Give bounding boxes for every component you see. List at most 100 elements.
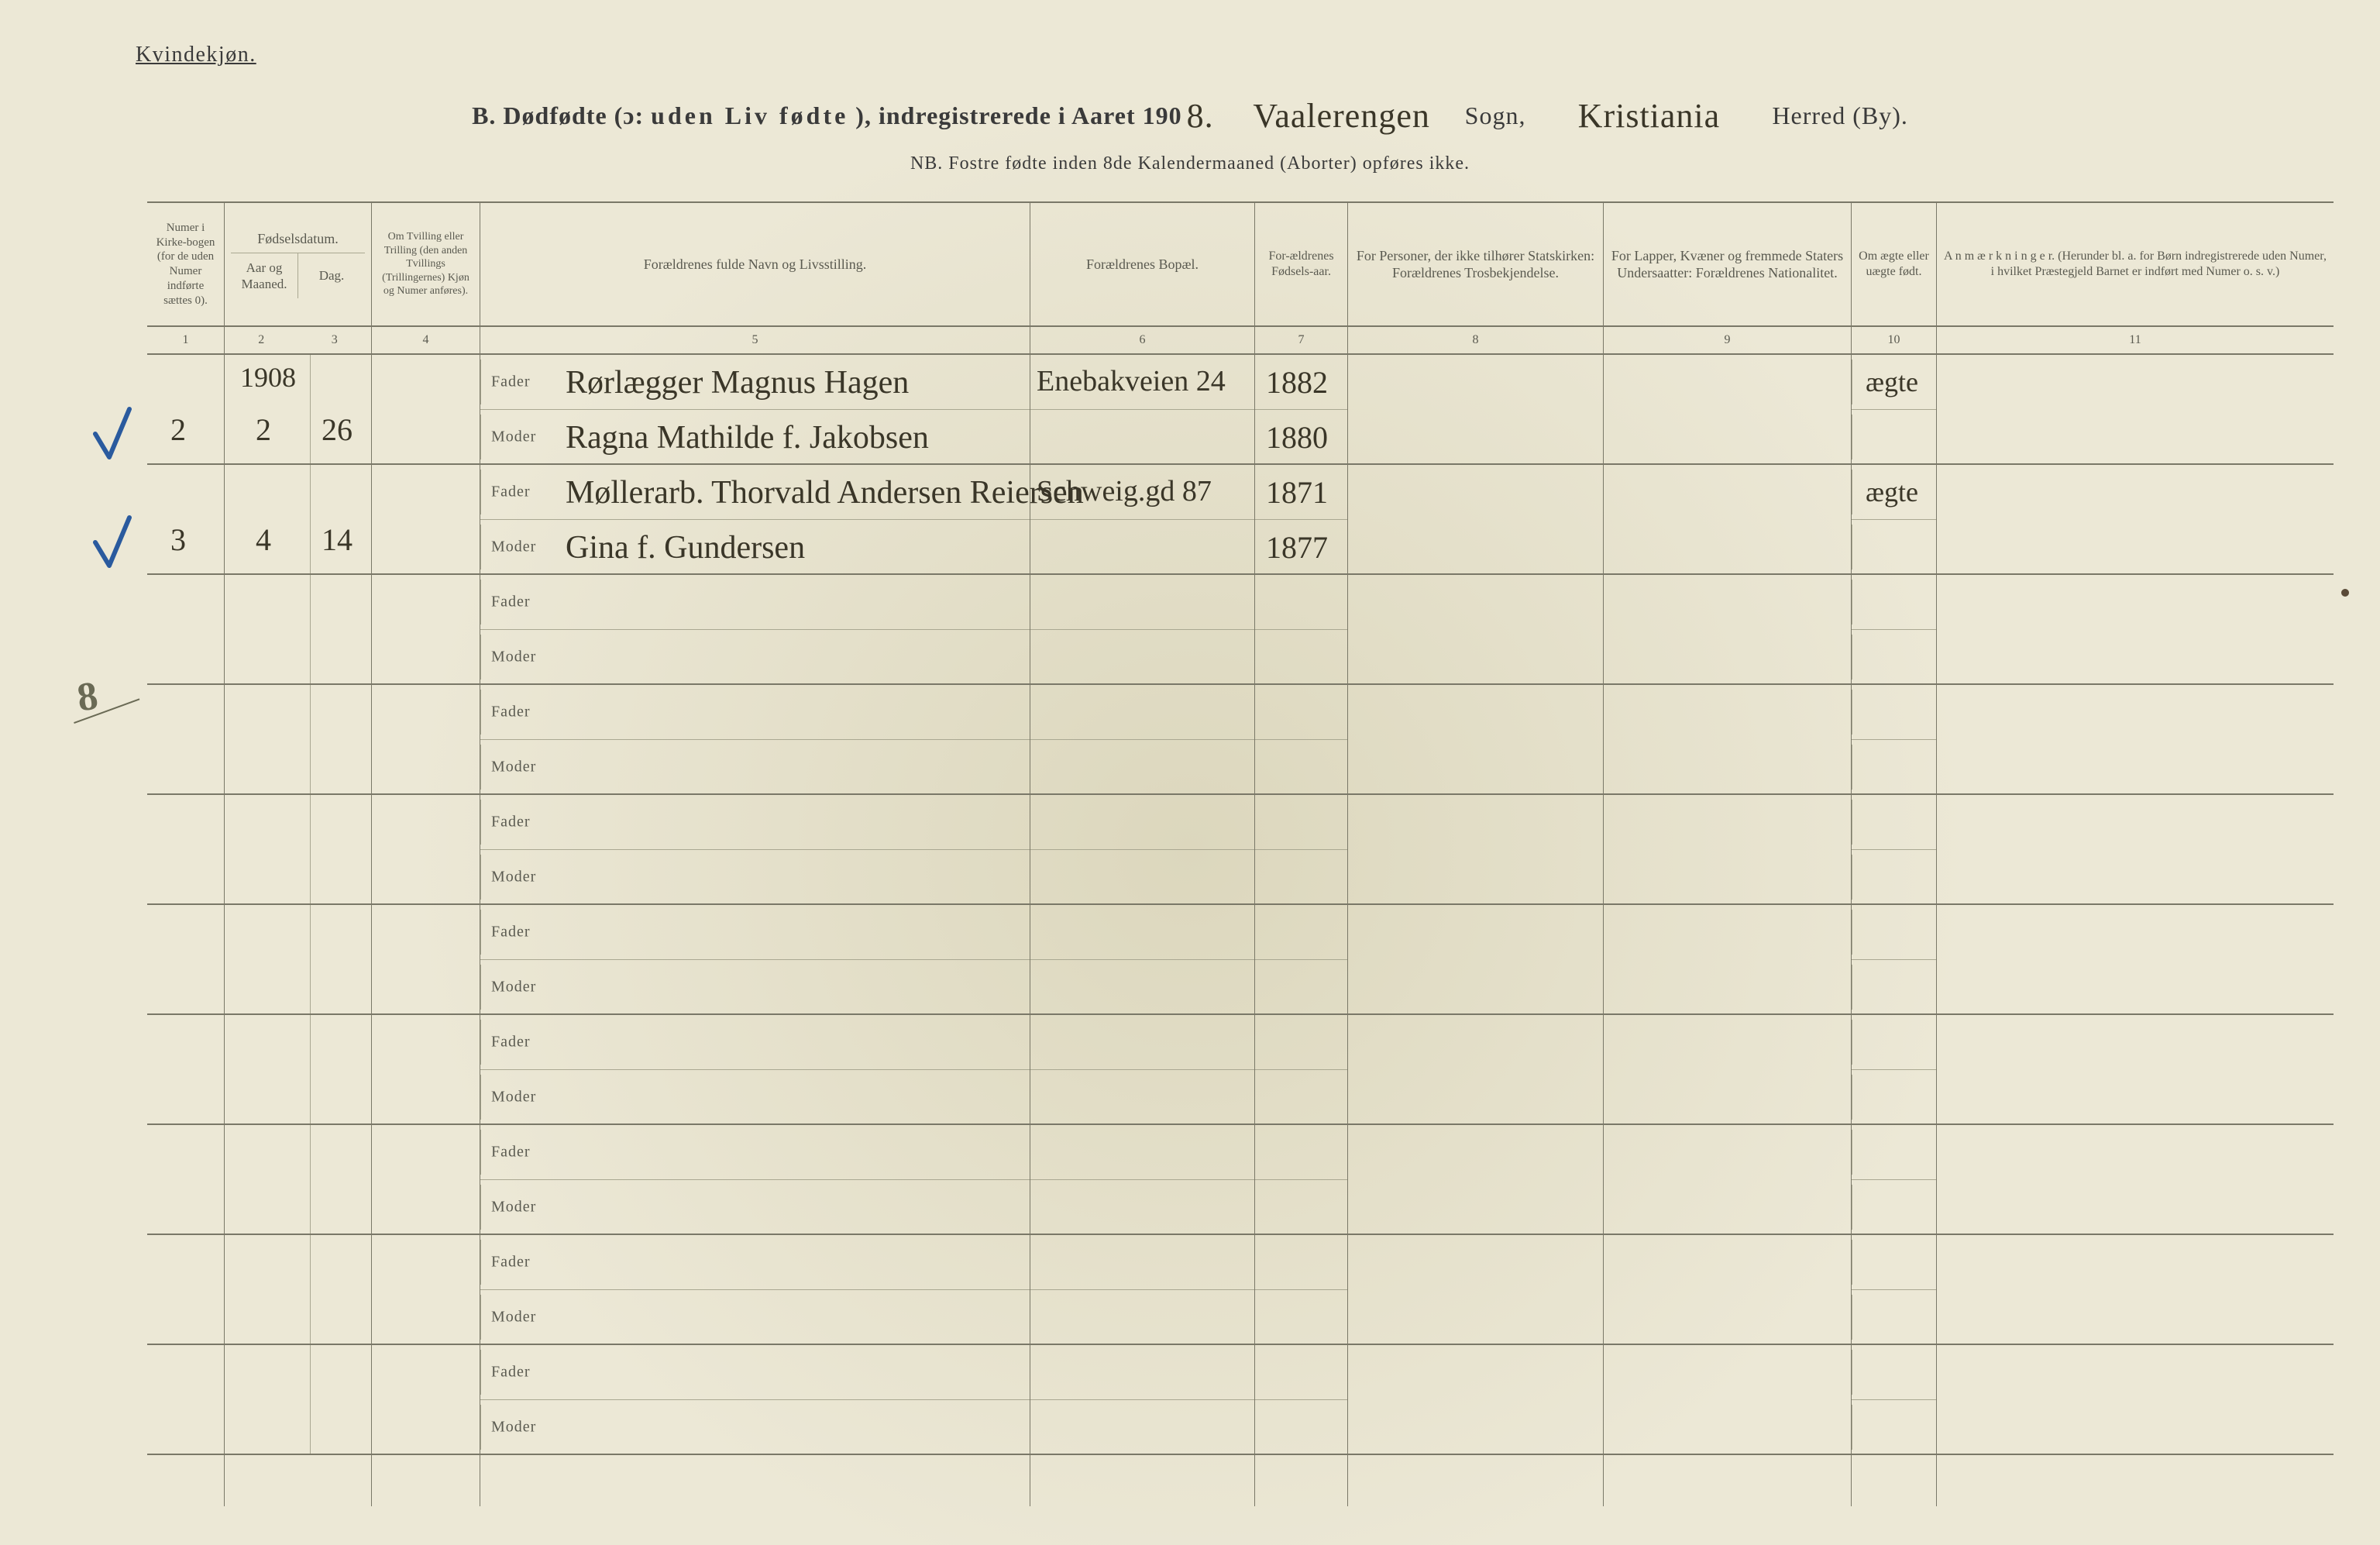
day-value: 26 bbox=[322, 411, 353, 448]
moder-label: Moder bbox=[491, 649, 536, 666]
table-row: 414 bbox=[225, 465, 371, 575]
table-row bbox=[1030, 905, 1254, 1015]
table-row: FaderRørlægger Magnus HagenModerRagna Ma… bbox=[480, 355, 1030, 465]
father-name: Møllerarb. Thorvald Andersen Reiersen bbox=[566, 474, 1084, 511]
table-row bbox=[372, 905, 480, 1015]
table-row: FaderModer bbox=[480, 1125, 1030, 1235]
fader-label: Fader bbox=[491, 373, 531, 391]
fader-label: Fader bbox=[491, 594, 531, 611]
table-row: FaderModer bbox=[480, 685, 1030, 795]
col-2-3-num: 2 3 bbox=[225, 327, 371, 355]
moder-label: Moder bbox=[491, 1199, 536, 1216]
fader-label: Fader bbox=[491, 1034, 531, 1051]
moder-label: Moder bbox=[491, 869, 536, 886]
table-row: FaderModer bbox=[480, 1015, 1030, 1125]
table-row bbox=[1030, 575, 1254, 685]
table-row: 18821880 bbox=[1255, 355, 1347, 465]
table-row bbox=[1937, 905, 2334, 1015]
margin-checkmark-1 bbox=[89, 403, 136, 465]
table-row bbox=[1348, 1125, 1603, 1235]
col-11-num: 11 bbox=[1937, 327, 2334, 355]
col-8-num: 8 bbox=[1348, 327, 1603, 355]
title-parish-handwritten: Vaalerengen bbox=[1226, 96, 1458, 136]
col-11-head: A n m æ r k n i n g e r. (Herunder bl. a… bbox=[1937, 203, 2334, 327]
col-8-trosbekjendelse: For Personer, der ikke tilhører Statskir… bbox=[1348, 203, 1604, 1506]
table-row: 3 bbox=[147, 465, 224, 575]
table-row bbox=[147, 1125, 224, 1235]
table-row bbox=[147, 575, 224, 685]
table-row bbox=[147, 1345, 224, 1455]
table-row bbox=[1255, 795, 1347, 905]
table-row bbox=[1852, 1015, 1936, 1125]
table-row: 1908 2 26 bbox=[225, 355, 371, 465]
mother-name: Gina f. Gundersen bbox=[566, 529, 805, 566]
table-row bbox=[1604, 1125, 1851, 1235]
table-row bbox=[147, 1235, 224, 1345]
father-residence: Enebakveien 24 bbox=[1037, 364, 1226, 398]
nb-note: NB. Fostre fødte inden 8de Kalendermaane… bbox=[85, 153, 2295, 174]
col-8-head: For Personer, der ikke tilhører Statskir… bbox=[1348, 203, 1603, 327]
col-6-bopael: Forældrenes Bopæl. 6 Enebakveien 24Schwe… bbox=[1030, 203, 1255, 1506]
table-row bbox=[372, 465, 480, 575]
ink-dot bbox=[2341, 589, 2349, 597]
table-row bbox=[372, 1345, 480, 1455]
col-7-fodselsaar: For-ældrenes Fødsels-aar. 7 188218801871… bbox=[1255, 203, 1348, 1506]
table-row bbox=[1937, 355, 2334, 465]
table-row: FaderModer bbox=[480, 1345, 1030, 1455]
table-row bbox=[1255, 905, 1347, 1015]
col-2-3-fodselsdatum: Fødselsdatum. Aar og Maaned. Dag. 2 3 19… bbox=[225, 203, 372, 1506]
father-residence: Schweig.gd 87 bbox=[1037, 474, 1212, 508]
col-7-num: 7 bbox=[1255, 327, 1347, 355]
table-row bbox=[1852, 1345, 1936, 1455]
title-year-handwritten: 8. bbox=[1182, 96, 1219, 136]
table-row bbox=[1604, 1345, 1851, 1455]
table-row bbox=[1852, 1235, 1936, 1345]
fader-label: Fader bbox=[491, 1254, 531, 1271]
table-row bbox=[1937, 1015, 2334, 1125]
table-row bbox=[1604, 575, 1851, 685]
table-row bbox=[1852, 575, 1936, 685]
table-row: Schweig.gd 87 bbox=[1030, 465, 1254, 575]
table-row: FaderModer bbox=[480, 1235, 1030, 1345]
table-row: Fader Moder bbox=[480, 575, 1030, 685]
col-4-head: Om Tvilling eller Trilling (den anden Tv… bbox=[372, 203, 480, 327]
table-row bbox=[1348, 355, 1603, 465]
col-5-foraeldre-navn: Forældrenes fulde Navn og Livsstilling. … bbox=[480, 203, 1030, 1506]
table-row bbox=[1937, 1125, 2334, 1235]
title-herred-label: Herred (By). bbox=[1772, 102, 1907, 129]
table-row bbox=[147, 905, 224, 1015]
table-row bbox=[372, 355, 480, 465]
col-4-tvilling: Om Tvilling eller Trilling (den anden Tv… bbox=[372, 203, 480, 1506]
table-row bbox=[372, 795, 480, 905]
table-row bbox=[225, 795, 371, 905]
col-7-head: For-ældrenes Fødsels-aar. bbox=[1255, 203, 1347, 327]
table-row bbox=[225, 1345, 371, 1455]
title-sogn-label: Sogn, bbox=[1465, 102, 1526, 129]
table-row bbox=[225, 905, 371, 1015]
mother-name: Ragna Mathilde f. Jakobsen bbox=[566, 419, 929, 456]
page-title-line: B. Dødfødte (ɔ: uden Liv fødte ), indreg… bbox=[85, 93, 2295, 132]
table-row: ægte bbox=[1852, 465, 1936, 575]
month-value: 2 bbox=[256, 411, 271, 448]
col-11-anmaerkninger: A n m æ r k n i n g e r. (Herunder bl. a… bbox=[1937, 203, 2334, 1506]
table-row bbox=[372, 1125, 480, 1235]
mother-birthyear: 1877 bbox=[1266, 529, 1328, 566]
table-row bbox=[372, 1015, 480, 1125]
legitimacy-value: ægte bbox=[1866, 476, 1918, 508]
table-row bbox=[1604, 465, 1851, 575]
table-row bbox=[1255, 575, 1347, 685]
fader-label: Fader bbox=[491, 814, 531, 831]
table-row bbox=[1937, 795, 2334, 905]
table-row: FaderModer bbox=[480, 905, 1030, 1015]
col-2-sub-aar: Aar og Maaned. bbox=[231, 253, 298, 298]
year-heading: 1908 bbox=[240, 361, 296, 394]
col-3-sub-dag: Dag. bbox=[298, 253, 365, 298]
col-4-num: 4 bbox=[372, 327, 480, 355]
table-row bbox=[1604, 905, 1851, 1015]
col-9-head: For Lapper, Kvæner og fremmede Staters U… bbox=[1604, 203, 1851, 327]
table-row bbox=[1348, 465, 1603, 575]
table-row bbox=[1348, 685, 1603, 795]
table-row bbox=[225, 1015, 371, 1125]
table-row bbox=[1030, 795, 1254, 905]
col-2-3-head: Fødselsdatum. Aar og Maaned. Dag. bbox=[225, 203, 371, 327]
